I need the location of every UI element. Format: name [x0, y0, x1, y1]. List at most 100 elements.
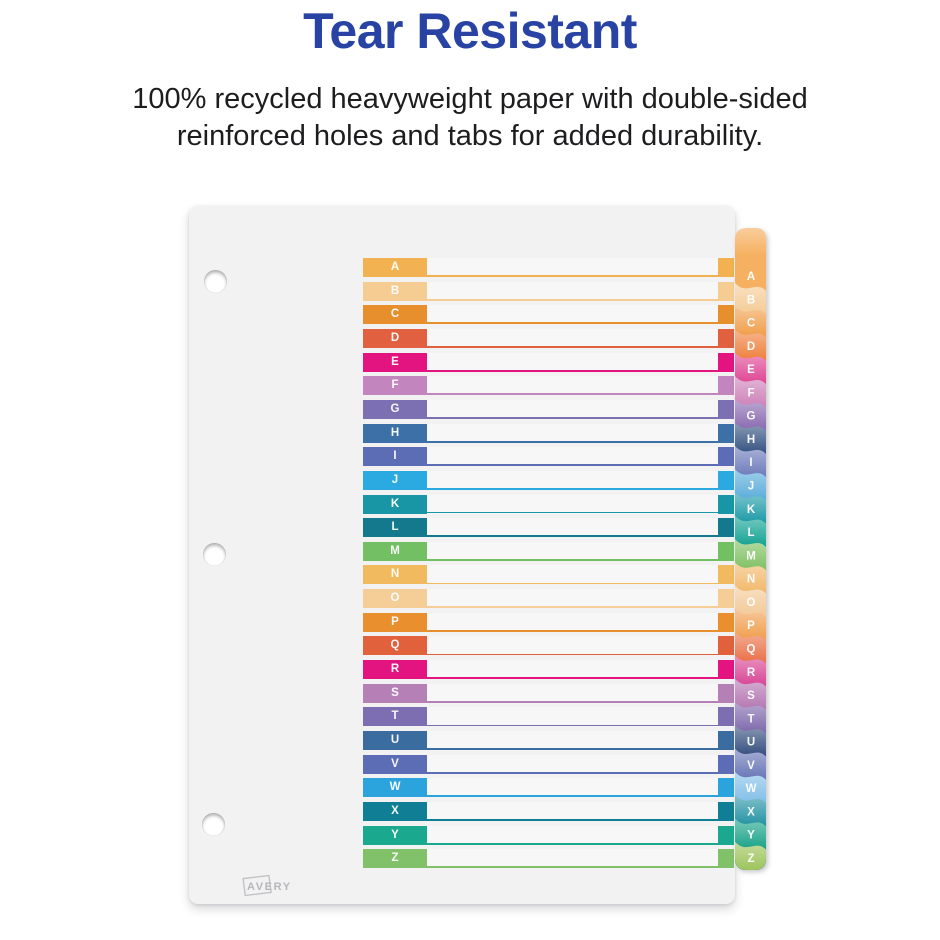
row-label-t: T [363, 707, 427, 727]
row-edge-block [718, 636, 734, 656]
row-band [363, 352, 734, 372]
row-band [363, 778, 734, 798]
row-edge-block [718, 258, 734, 277]
row-edge-block [718, 541, 734, 561]
tab-letter-g: G [747, 411, 756, 423]
tab-letter-r: R [747, 667, 756, 679]
row-edge-block [718, 494, 734, 514]
index-row-z: Z [189, 849, 735, 869]
row-band [363, 258, 734, 277]
row-rule [427, 488, 734, 490]
index-row-q: Q [189, 636, 735, 656]
index-row-y: Y [189, 825, 735, 845]
index-row-r: R [189, 660, 735, 680]
row-band [363, 399, 734, 419]
row-rule [427, 275, 734, 277]
row-edge-block [718, 423, 734, 443]
row-edge-block [718, 518, 734, 538]
row-band [363, 612, 734, 632]
row-band [363, 328, 734, 348]
index-row-t: T [189, 707, 735, 727]
row-rule [427, 629, 734, 632]
subheadline: 100% recycled heavyweight paper with dou… [0, 81, 940, 155]
index-row-h: H [189, 423, 735, 443]
index-row-o: O [189, 589, 735, 609]
row-band [363, 636, 734, 656]
row-label-z: Z [363, 849, 427, 869]
index-row-c: C [189, 305, 735, 325]
row-band [363, 825, 734, 845]
tab-letter-m: M [746, 550, 756, 562]
page-title: Tear Resistant [303, 3, 637, 59]
row-label-i: I [363, 447, 427, 467]
row-rule [427, 748, 734, 750]
punch-hole-2 [202, 542, 226, 566]
tab-letter-o: O [747, 597, 756, 609]
row-label-x: X [363, 801, 427, 821]
row-label-k: K [363, 494, 427, 514]
row-label-c: C [363, 305, 427, 325]
row-edge-block [718, 352, 734, 372]
row-label-a: A [363, 258, 427, 277]
index-row-b: B [189, 281, 735, 301]
row-edge-block [718, 305, 734, 325]
row-edge-block [718, 660, 734, 680]
row-rule [427, 535, 734, 538]
index-row-a: A [189, 258, 735, 277]
row-edge-block [718, 565, 734, 585]
row-label-p: P [363, 612, 427, 632]
row-rule [427, 369, 734, 372]
row-edge-block [718, 328, 734, 348]
row-label-g: G [363, 399, 427, 419]
row-band [363, 754, 734, 774]
row-band [363, 281, 734, 301]
row-label-d: D [363, 328, 427, 348]
punch-hole-1 [203, 269, 227, 293]
row-band [363, 801, 734, 821]
row-band [363, 494, 734, 514]
index-row-e: E [189, 352, 735, 372]
tab-letter-s: S [747, 690, 755, 702]
tab-letter-a: A [747, 271, 755, 283]
row-band [363, 423, 734, 443]
row-label-u: U [363, 731, 427, 750]
row-label-r: R [363, 660, 427, 680]
tab-letter-z: Z [747, 853, 754, 865]
index-row-x: X [189, 801, 735, 821]
row-rule [427, 346, 734, 348]
index-row-l: L [189, 518, 735, 538]
row-label-o: O [363, 589, 427, 609]
row-rule [427, 677, 734, 680]
row-edge-block [718, 825, 734, 845]
row-rule [427, 866, 734, 869]
index-row-g: G [189, 399, 735, 419]
row-band [363, 849, 734, 869]
row-rule [427, 606, 734, 609]
row-label-b: B [363, 281, 427, 301]
index-row-s: S [189, 683, 735, 703]
row-edge-block [718, 376, 734, 396]
row-edge-block [718, 683, 734, 703]
row-label-v: V [363, 754, 427, 774]
index-row-k: K [189, 494, 735, 514]
row-rule [427, 771, 734, 774]
row-rule [427, 322, 734, 325]
row-edge-block [718, 801, 734, 821]
index-row-u: U [189, 731, 735, 750]
tab-letter-d: D [747, 341, 755, 353]
tab-letter-y: Y [747, 830, 755, 842]
tab-letter-h: H [747, 434, 755, 446]
index-row-d: D [189, 328, 735, 348]
row-rule [427, 440, 734, 443]
row-label-q: Q [363, 636, 427, 656]
row-edge-block [718, 778, 734, 798]
row-rule [427, 511, 734, 514]
tab-letter-c: C [747, 318, 755, 330]
row-edge-block [718, 754, 734, 774]
tab-letter-k: K [747, 504, 756, 516]
subheadline-line-1: 100% recycled heavyweight paper with dou… [132, 83, 808, 115]
row-rule [427, 558, 734, 561]
row-label-e: E [363, 352, 427, 372]
